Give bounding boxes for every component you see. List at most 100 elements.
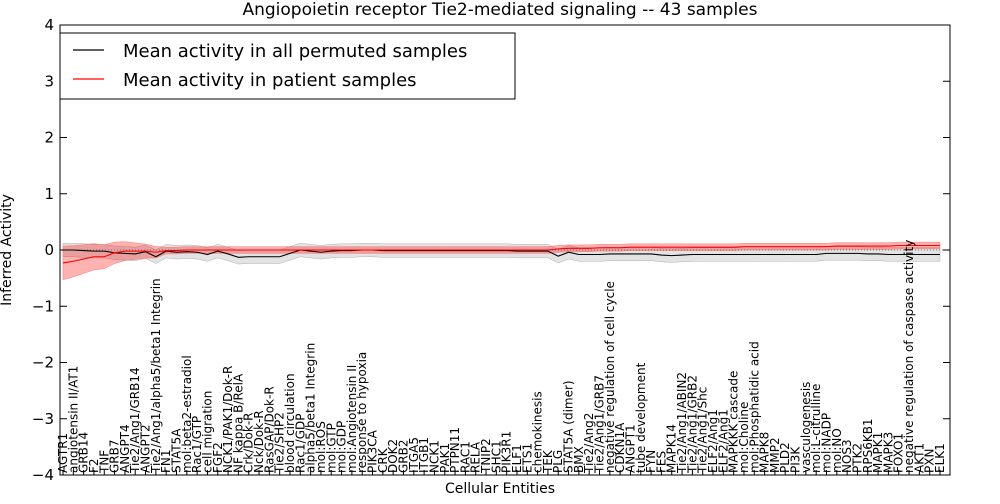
legend-box [59, 32, 516, 100]
y-tick-label: 2 [44, 129, 54, 147]
x-tick-label: Tie2/Ang1/GRB7 [593, 375, 607, 474]
x-tick-label: NOS3 [840, 439, 854, 473]
confidence-bands [62, 241, 941, 281]
x-tick-label: Crk/Dok-R [242, 412, 256, 473]
x-tick-label: ANGPT4 [118, 424, 132, 473]
x-tick-label: Tie2/Ang1/Shc [696, 387, 710, 474]
x-tick-label: RELA [469, 441, 483, 473]
x-tick-label: Nck/Dok-R [252, 410, 266, 473]
x-tick-label: ANGPT2 [139, 424, 153, 473]
x-tick-label: MAPK3 [881, 432, 895, 473]
x-tick-label: NCK1/PAK1/Dok-R [221, 366, 235, 473]
permuted-mean-line [63, 249, 940, 258]
x-tick-label: RasGAP/Dok-R [262, 386, 276, 473]
x-tick-label: MAPK1 [871, 432, 885, 473]
x-tick-label: STAT5A (dimer) [562, 380, 576, 473]
x-tick-label: ITGA5 [407, 437, 421, 473]
x-axis-label: Cellular Entities [445, 481, 555, 497]
x-tick-label: ELF1 [510, 444, 524, 473]
x-tick-label: alpha5/beta1 Integrin [304, 343, 318, 473]
x-tick-label: TNIP2 [479, 438, 493, 474]
x-tick-label: PAK1 [438, 443, 452, 473]
y-tick-label: −2 [32, 354, 54, 372]
permuted-band [62, 242, 941, 265]
x-tick-label: TEK [541, 449, 555, 474]
y-tick-label: −1 [32, 297, 54, 315]
x-tick-label: chemokinesis [531, 391, 545, 473]
x-tick-label: Tie2/SHP2 [273, 412, 287, 474]
x-tick-label: Tie2/Ang1/alpha5/beta1 Integrin [149, 278, 163, 474]
x-tick-label: SHC1 [489, 440, 503, 473]
x-tick-label: mol:Choline [737, 402, 751, 473]
x-tick-label: ITGB1 [417, 437, 431, 473]
x-tick-label: FES [654, 451, 668, 473]
x-tick-label: mol:beta2-estradiol [180, 355, 194, 473]
y-tick-label: 4 [44, 16, 54, 34]
series-lines [62, 244, 940, 264]
x-tick-label: GRB14 [77, 432, 91, 473]
x-tick-label: DOK2 [386, 439, 400, 473]
x-tick-label: STAT5A [169, 428, 183, 473]
patient-mean-line [62, 244, 940, 264]
x-tick-label: Tie2/Ang1/GRB2 [685, 375, 699, 474]
legend-label-permuted: Mean activity in all permuted samples [123, 41, 467, 62]
x-tick-label: negative regulation of cell cycle [603, 281, 617, 473]
x-tick-label: RPS6KB1 [861, 418, 875, 473]
x-tick-label: NCK1 [427, 440, 441, 473]
x-tick-label: blood circulation [283, 373, 297, 473]
x-tick-label: tube development [634, 362, 648, 473]
x-tick-label: FYN [644, 450, 658, 473]
x-tick-label: PLD2 [778, 442, 792, 473]
x-tick-label: mol:GDP [335, 421, 349, 473]
x-tick-label: PTK2 [850, 443, 864, 473]
x-tick-label: NF kappa B/RelA [231, 373, 245, 473]
x-tick-label: PTPN11 [448, 427, 462, 473]
x-tick-label: AKT1 [912, 443, 926, 473]
x-tick-label: ELF2/Ang1 [706, 409, 720, 473]
legend-label-patient: Mean activity in patient samples [123, 70, 417, 91]
x-tick-label: GRB7 [108, 439, 122, 473]
y-ticks: 4 3 2 1 0 −1 −2 −3 −4 [32, 16, 950, 484]
x-tick-label: response to hypoxia [355, 352, 369, 473]
x-tick-label: PIK3CA [366, 429, 380, 473]
y-tick-label: 3 [44, 72, 54, 90]
patient-band [62, 241, 941, 281]
chart-title: Angiopoietin receptor Tie2-mediated sign… [242, 0, 757, 20]
x-tick-label: MMP2 [768, 437, 782, 473]
y-tick-label: 1 [44, 185, 54, 203]
y-tick-label: −4 [32, 466, 54, 484]
x-tick-label: FN1 [159, 449, 173, 473]
x-tick-label: MAPKKK cascade [727, 371, 741, 473]
x-tick-label: ETS1 [520, 443, 534, 473]
x-tick-label: Rac1/GDP [293, 414, 307, 473]
x-tick-label: mol:NADP [820, 413, 834, 473]
x-tick-label: negative regulation of caspase activity [902, 240, 916, 473]
x-tick-label: ELK1 [933, 443, 947, 473]
x-tick-label: CDKN1A [613, 422, 627, 473]
legend: Mean activity in all permuted samples Me… [59, 32, 516, 100]
x-tick-label: PIK3R1 [500, 431, 514, 473]
x-tick-label: mol:Angiotensin II [345, 365, 359, 473]
x-tick-label: mol:Phosphatidic acid [747, 341, 761, 473]
x-tick-label: PLG [551, 450, 565, 473]
x-tick-label: cell migration [200, 391, 214, 473]
x-tick-label: GRB2 [396, 439, 410, 473]
x-tick-label: Tie2/Ang1/GRB14 [128, 367, 142, 474]
plot-frame [59, 24, 951, 476]
x-tick-label: mol:L-citrulline [809, 384, 823, 473]
y-axis-label: Inferred Activity [0, 194, 15, 306]
x-tick-label: vasculogenesis [799, 382, 813, 473]
x-tick-label: mol:NO [830, 428, 844, 473]
x-tick-label: MAPK14 [665, 424, 679, 473]
y-tick-label: 0 [44, 241, 54, 259]
x-tick-label: PI3K [789, 446, 803, 473]
x-tick-label: BMX [572, 446, 586, 473]
x-tick-label: angiotensin II/AT1 [66, 366, 80, 473]
x-tick-label: RAC1 [458, 441, 472, 473]
x-tick-label: TNF [97, 450, 111, 474]
x-tick-label: mol:GTP [324, 423, 338, 473]
x-tick-label: ELF2/Ang1 [716, 409, 730, 473]
x-tick-label: Tie2/Ang1/ABIN2 [675, 372, 689, 474]
